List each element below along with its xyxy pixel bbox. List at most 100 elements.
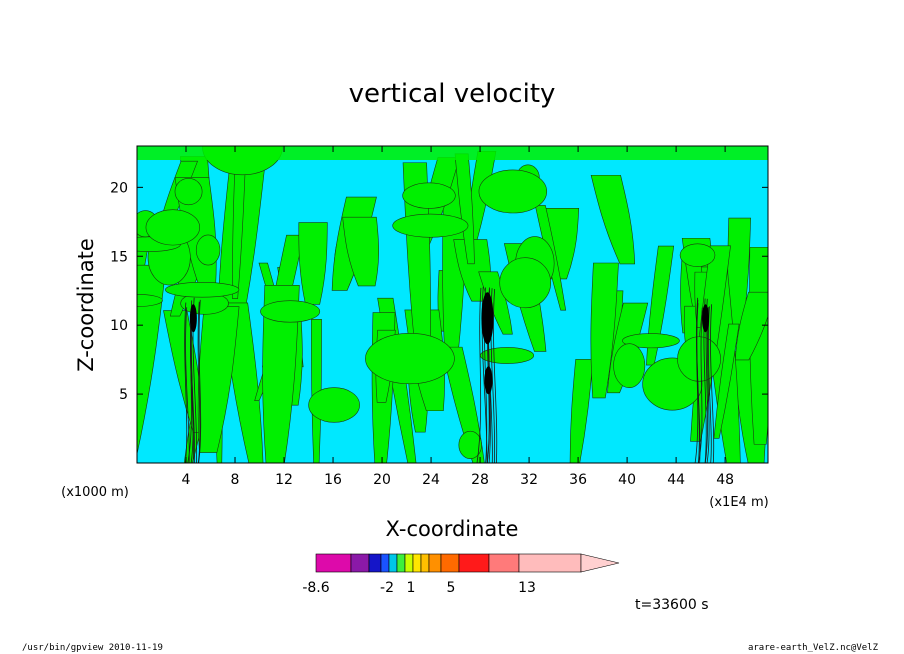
x-axis-ticks: 4 8 12 16 20 24 28 32 36 40 44 48 xyxy=(182,146,734,488)
colorbar-segment xyxy=(388,553,398,573)
plot-frame xyxy=(136,145,769,464)
colorbar-labels: -8.6 -2 1 5 13 xyxy=(302,580,536,596)
positive-region xyxy=(342,216,379,287)
colorbar-segment xyxy=(488,553,520,573)
colorbar-segment xyxy=(350,553,370,573)
updraft-core xyxy=(189,304,197,333)
positive-blob xyxy=(677,336,721,382)
colorbar-segment xyxy=(315,553,352,573)
x-tick-label: 48 xyxy=(716,472,734,488)
updraft-core xyxy=(481,292,494,345)
colorbar-label: -2 xyxy=(380,580,394,596)
positive-region xyxy=(569,359,594,463)
updraft-filament xyxy=(198,299,202,463)
y-axis-label: Z-coordinate xyxy=(74,238,98,372)
positive-region xyxy=(137,264,167,456)
x-tick-label: 36 xyxy=(569,472,587,488)
updraft-filament xyxy=(493,288,498,463)
positive-region xyxy=(735,291,768,361)
colorbar-segment xyxy=(420,553,430,573)
x-axis-label: X-coordinate xyxy=(386,517,519,541)
updraft-filament xyxy=(697,307,703,463)
updraft-filament xyxy=(707,306,712,463)
positive-region xyxy=(454,153,475,265)
positive-blob xyxy=(622,333,680,349)
positive-band-top xyxy=(137,146,768,160)
positive-blob xyxy=(260,300,321,323)
colorbar-segment xyxy=(380,553,390,573)
positive-region xyxy=(262,285,300,463)
y-tick-label: 5 xyxy=(119,387,128,403)
y-tick-label: 10 xyxy=(110,318,128,334)
colorbar xyxy=(315,553,620,573)
colorbar-segment xyxy=(458,553,490,573)
updraft-core xyxy=(702,304,710,333)
positive-blob xyxy=(308,387,360,423)
positive-blob xyxy=(145,209,200,246)
positive-blob xyxy=(165,281,240,298)
updraft-filament xyxy=(184,302,188,463)
positive-blob xyxy=(365,333,455,385)
colorbar-segment xyxy=(412,553,422,573)
x-tick-label: 16 xyxy=(324,472,342,488)
positive-blob xyxy=(392,213,469,238)
updraft-column xyxy=(476,286,498,463)
positive-region xyxy=(713,323,740,439)
updraft-filament xyxy=(476,287,482,463)
footer-left: /usr/bin/gpview 2010-11-19 xyxy=(22,643,163,653)
updraft-core-lower xyxy=(484,366,493,395)
positive-blob xyxy=(613,343,646,389)
updraft-filament xyxy=(710,304,715,463)
chart-title: vertical velocity xyxy=(349,79,556,109)
positive-blob xyxy=(478,169,548,214)
x-unit-left: (x1000 m) xyxy=(61,485,129,500)
positive-blob xyxy=(174,178,203,206)
y-tick-label: 20 xyxy=(110,180,128,196)
x-tick-label: 24 xyxy=(422,472,440,488)
positive-blob xyxy=(499,257,552,309)
colorbar-arrow xyxy=(580,553,620,573)
updraft-filament xyxy=(185,307,190,463)
positive-region xyxy=(590,174,636,265)
positive-blob xyxy=(402,182,456,209)
y-axis-ticks: 5 10 15 20 xyxy=(110,180,768,403)
updraft-filament xyxy=(197,301,201,463)
positive-region xyxy=(232,146,247,299)
updraft-filament xyxy=(696,303,701,463)
colorbar-label: 13 xyxy=(518,580,536,596)
updraft-column xyxy=(184,297,202,463)
colorbar-segment xyxy=(440,553,460,573)
footer-right: arare-earth_VelZ.nc@VelZ xyxy=(747,643,878,653)
positive-region xyxy=(311,319,322,463)
time-label: t=33600 s xyxy=(635,597,709,613)
colorbar-label: 5 xyxy=(447,580,456,596)
positive-blob xyxy=(679,243,716,267)
colorbar-segment xyxy=(404,553,414,573)
colorbar-label: 1 xyxy=(407,580,416,596)
colorbar-segment xyxy=(428,553,442,573)
x-tick-label: 40 xyxy=(618,472,636,488)
colorbar-segment xyxy=(396,553,406,573)
x-tick-label: 20 xyxy=(373,472,391,488)
x-tick-label: 8 xyxy=(231,472,240,488)
strong-updraft-columns xyxy=(184,286,715,463)
contour-plot-area xyxy=(137,146,768,463)
x-tick-label: 28 xyxy=(471,472,489,488)
positive-region xyxy=(197,306,240,453)
updraft-filament xyxy=(190,306,194,463)
updraft-column xyxy=(694,297,715,463)
x-tick-label: 32 xyxy=(520,472,538,488)
x-unit-right: (x1E4 m) xyxy=(709,495,768,510)
positive-blob xyxy=(458,430,482,460)
y-tick-label: 15 xyxy=(110,249,128,265)
x-tick-label: 44 xyxy=(667,472,685,488)
positive-region xyxy=(590,262,619,399)
x-tick-label: 4 xyxy=(182,472,191,488)
positive-blob xyxy=(195,234,221,266)
colorbar-segment xyxy=(368,553,382,573)
colorbar-label: -8.6 xyxy=(302,580,329,596)
x-tick-label: 12 xyxy=(275,472,293,488)
positive-region xyxy=(298,222,328,305)
colorbar-segment xyxy=(518,553,582,573)
